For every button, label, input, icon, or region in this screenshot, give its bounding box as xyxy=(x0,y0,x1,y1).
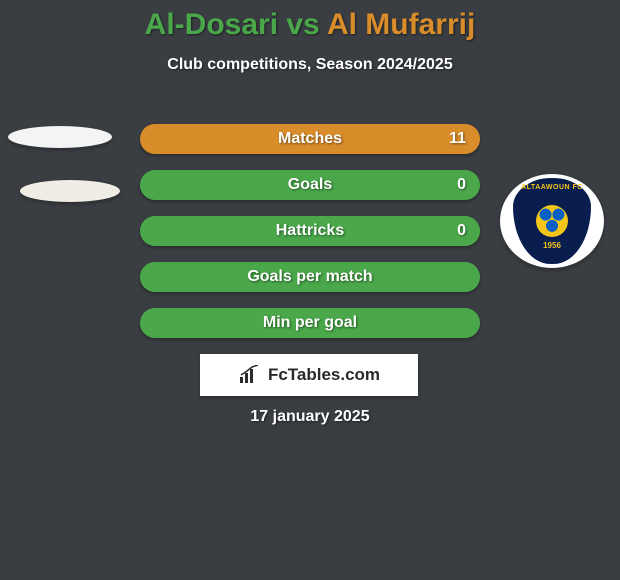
club-year: 1956 xyxy=(543,241,561,250)
stat-label: Goals per match xyxy=(247,268,372,286)
stat-label: Hattricks xyxy=(276,222,344,240)
chart-icon xyxy=(238,365,262,385)
stat-value: 11 xyxy=(449,130,466,148)
stat-row: Goals 0 xyxy=(140,170,480,200)
stat-row: Hattricks 0 xyxy=(140,216,480,246)
stat-row: Goals per match xyxy=(140,262,480,292)
stat-label: Min per goal xyxy=(263,314,357,332)
footer-date: 17 january 2025 xyxy=(0,408,620,426)
page-title: Al-Dosari vs Al Mufarrij xyxy=(0,0,620,42)
stat-row: Matches 11 xyxy=(140,124,480,154)
subtitle: Club competitions, Season 2024/2025 xyxy=(0,56,620,74)
brand-box: FcTables.com xyxy=(200,354,418,396)
stat-value: 0 xyxy=(457,176,466,194)
stat-label: Matches xyxy=(278,130,342,148)
stat-row: Min per goal xyxy=(140,308,480,338)
stat-value: 0 xyxy=(457,222,466,240)
stats-chart: Matches 11 Goals 0 Hattricks 0 Goals per match… xyxy=(140,124,480,354)
club-badge: ALTAAWOUN FC 1956 xyxy=(500,174,604,268)
club-ball-icon xyxy=(536,205,568,237)
club-shield: ALTAAWOUN FC 1956 xyxy=(513,178,591,264)
player1-marker-mid xyxy=(20,180,120,202)
brand-text: FcTables.com xyxy=(268,365,380,385)
stat-label: Goals xyxy=(288,176,332,194)
title-player1: Al-Dosari xyxy=(145,8,278,41)
club-name: ALTAAWOUN FC xyxy=(521,184,583,191)
player1-marker-top xyxy=(8,126,112,148)
title-vs: vs xyxy=(278,8,327,41)
title-player2: Al Mufarrij xyxy=(327,8,475,41)
